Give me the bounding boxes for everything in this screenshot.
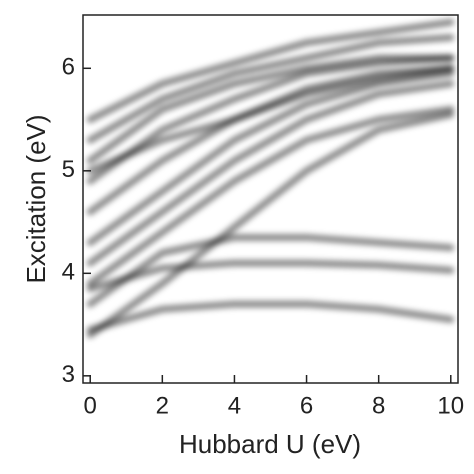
- band-curve: [86, 110, 455, 339]
- plot-frame: [82, 14, 459, 384]
- band-curve: [86, 300, 455, 334]
- y-tick-label: 6: [62, 54, 75, 81]
- x-tick-label: 10: [437, 392, 464, 419]
- band-curve: [86, 54, 455, 165]
- band-curve: [86, 233, 455, 308]
- x-tick-label: 2: [156, 392, 169, 419]
- x-axis-label: Hubbard U (eV): [179, 429, 361, 459]
- y-tick-label: 4: [62, 259, 75, 286]
- band-curve: [86, 80, 455, 267]
- curves: [86, 18, 455, 339]
- x-tick-label: 6: [300, 392, 313, 419]
- x-tick-label: 8: [372, 392, 385, 419]
- x-tick-label: 4: [228, 392, 241, 419]
- y-tick-label: 3: [62, 361, 75, 388]
- band-curve: [86, 18, 455, 124]
- band-curve: [86, 64, 455, 175]
- y-tick-label: 5: [62, 156, 75, 183]
- band-curve: [86, 259, 455, 293]
- band-curve: [86, 105, 455, 288]
- x-tick-label: 0: [84, 392, 97, 419]
- y-axis-label: Excitation (eV): [21, 114, 51, 283]
- band-curve: [86, 34, 455, 144]
- band-curve: [86, 54, 455, 185]
- band-curve: [86, 69, 455, 247]
